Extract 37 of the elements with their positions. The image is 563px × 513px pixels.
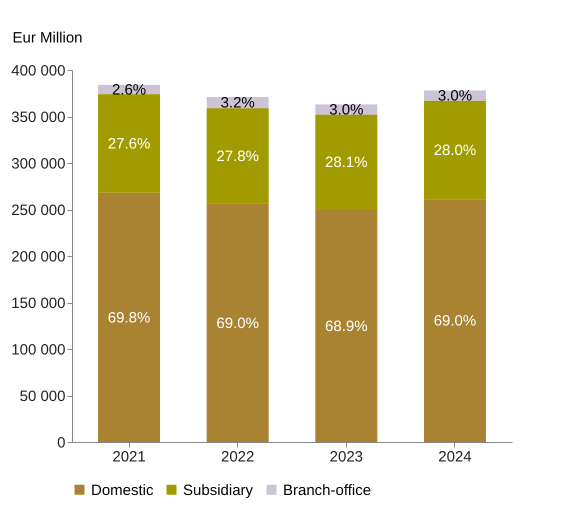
y-tick-label: 300 000 — [11, 156, 66, 172]
x-tick-label: 2024 — [438, 448, 472, 466]
bar — [424, 100, 486, 200]
annotation: 3.0% — [329, 102, 364, 119]
annotation: 3.2% — [220, 94, 255, 112]
annotation: 69.0% — [216, 314, 259, 332]
legend-label: Domestic — [91, 482, 154, 499]
x-tick-label: 2021 — [112, 448, 146, 466]
bar — [206, 108, 269, 204]
y-tick-label: 0 — [57, 434, 66, 452]
legend-label: Subsidiary — [183, 482, 254, 499]
bar — [424, 199, 486, 442]
annotation: 28.1% — [325, 154, 368, 172]
y-tick-label: 250 000 — [11, 202, 66, 219]
annotation: 68.9% — [325, 318, 368, 335]
annotation: 27.8% — [216, 148, 259, 166]
y-tick-label: 200 000 — [11, 248, 66, 266]
annotation: 2.6% — [112, 82, 146, 99]
annotation: 3.0% — [438, 88, 472, 105]
y-tick-label: 350 000 — [11, 109, 66, 126]
legend-label: Branch-office — [283, 482, 372, 499]
x-tick-label: 2023 — [330, 448, 364, 466]
bar — [98, 192, 160, 442]
annotation: 28.0% — [434, 142, 476, 159]
y-tick-label: 50 000 — [20, 388, 66, 405]
y-tick-label: 150 000 — [11, 295, 66, 312]
bar — [98, 94, 160, 193]
x-tick-label: 2022 — [220, 448, 254, 466]
annotation: 69.8% — [108, 309, 150, 326]
y-tick-label: 100 000 — [11, 342, 66, 358]
bar — [206, 204, 269, 442]
y-axis-title: Eur Million — [12, 30, 83, 46]
y-tick-label: 400 000 — [11, 62, 66, 80]
annotation: 27.6% — [108, 135, 150, 152]
annotation: 69.0% — [434, 312, 476, 330]
bar — [315, 210, 378, 442]
bar — [315, 114, 378, 210]
